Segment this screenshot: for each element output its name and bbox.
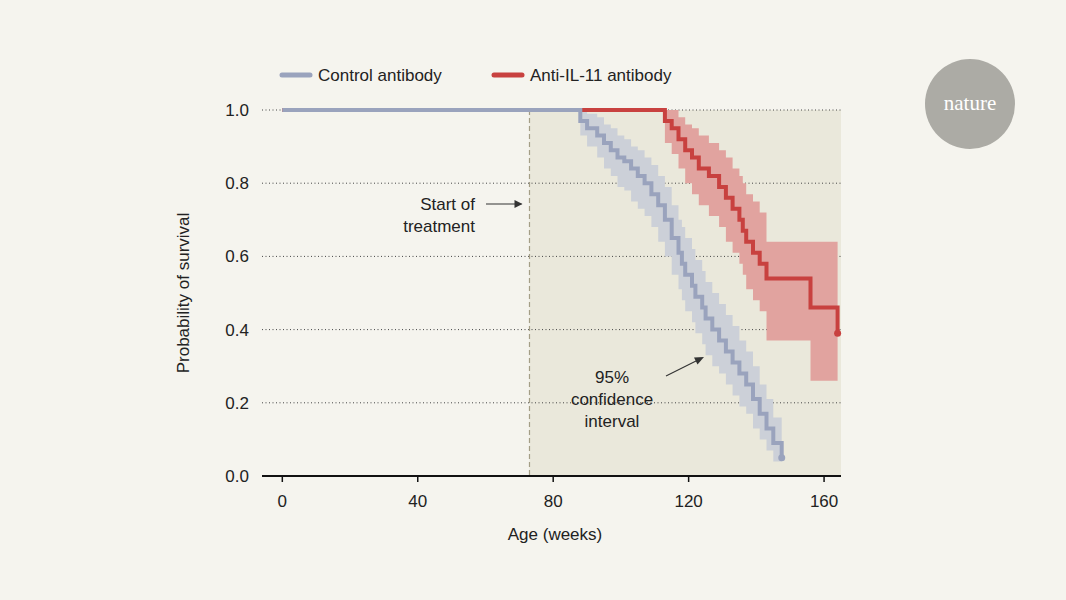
annotation-arrowhead [514, 200, 522, 208]
grid-line [262, 183, 841, 184]
survival-line [282, 110, 781, 458]
treatment-line [529, 110, 530, 476]
y-tick-label: 0.2 [225, 394, 249, 413]
x-axis-label: Age (weeks) [508, 525, 602, 544]
y-tick-label: 0.8 [225, 174, 249, 193]
x-tick-label: 80 [544, 492, 563, 511]
x-tick [823, 476, 825, 482]
y-tick-label: 1.0 [225, 101, 249, 120]
y-tick-label: 0.4 [225, 321, 249, 340]
y-tick-label: 0.6 [225, 247, 249, 266]
legend-swatch [282, 73, 310, 78]
logo-circle [925, 59, 1015, 149]
x-tick-label: 160 [810, 492, 838, 511]
end-dot [834, 330, 841, 337]
confidence-band [282, 110, 837, 410]
x-tick [552, 476, 554, 482]
x-tick-label: 120 [674, 492, 702, 511]
annotation-text: treatment [403, 217, 475, 236]
grid-line [262, 476, 841, 477]
x-tick [688, 476, 690, 482]
annotation-text: 95% [595, 368, 629, 387]
survival-line [282, 110, 837, 333]
annotation-text: Start of [420, 195, 475, 214]
chart: 0.0 0.2 0.4 0.6 0.8 1.0 0 40 80 120 160 Age (weeks)… [0, 0, 1066, 600]
legend-label: Control antibody [318, 66, 442, 85]
annotation-arrow [666, 360, 698, 376]
plot-area [282, 110, 841, 469]
x-tick [417, 476, 419, 482]
annotation-text: interval [585, 412, 640, 431]
legend-swatch [494, 73, 522, 78]
logo-text: nature [944, 91, 996, 115]
y-tick-label: 0.0 [225, 467, 249, 486]
end-dot [778, 454, 785, 461]
legend-label: Anti-IL-11 antibody [530, 66, 672, 85]
grid-line [262, 329, 841, 330]
y-axis-label: Probability of survival [174, 213, 193, 374]
x-axis [262, 475, 841, 477]
x-tick-label: 40 [408, 492, 427, 511]
x-tick-label: 0 [278, 492, 287, 511]
annotation-text: confidence [571, 390, 653, 409]
background [0, 0, 1066, 600]
annotation-arrowhead [694, 357, 704, 365]
x-tick [282, 476, 284, 482]
